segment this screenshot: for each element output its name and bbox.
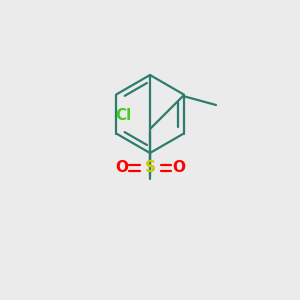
Text: Cl: Cl [115,108,131,123]
Text: O: O [172,160,185,175]
Text: O: O [115,160,128,175]
Text: S: S [145,160,155,175]
